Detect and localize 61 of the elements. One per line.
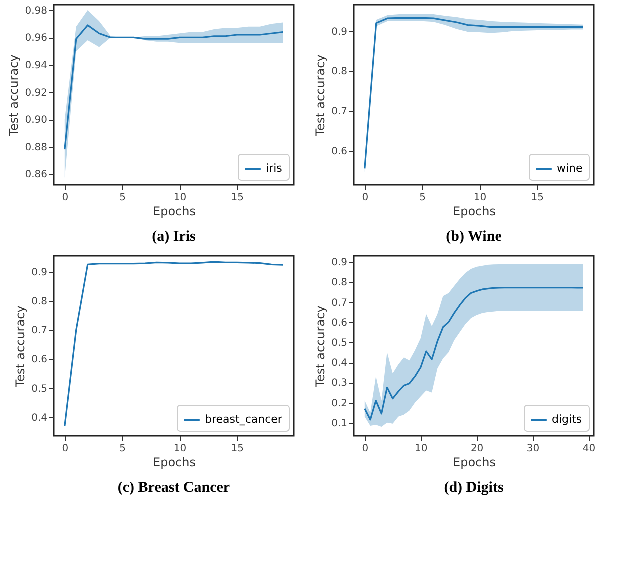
x-tick-label: 10	[174, 192, 187, 204]
x-axis-title: Epochs	[153, 456, 196, 470]
x-axis-title: Epochs	[453, 456, 496, 470]
y-tick-label: 0.6	[32, 354, 48, 366]
y-tick-label: 0.7	[332, 298, 348, 309]
y-tick-label: 0.96	[25, 33, 48, 44]
x-tick-label: 10	[174, 444, 187, 454]
y-tick-label: 0.5	[332, 338, 348, 349]
y-tick-label: 0.88	[25, 142, 48, 154]
y-tick-label: 0.8	[332, 66, 348, 78]
y-axis-title: Test accuracy	[314, 306, 328, 388]
x-tick-label: 0	[62, 444, 69, 454]
y-tick-label: 0.86	[25, 170, 48, 181]
y-axis-title: Test accuracy	[314, 54, 328, 138]
x-axis-title: Epochs	[153, 204, 196, 218]
y-tick-label: 0.92	[25, 88, 48, 99]
x-tick-label: 10	[474, 192, 487, 204]
legend-label: digits	[552, 413, 582, 426]
legend-label: wine	[557, 162, 584, 175]
line-series	[64, 261, 284, 427]
x-tick-label: 40	[582, 444, 596, 454]
x-tick-label: 0	[62, 192, 69, 204]
text: (d) Digits	[444, 480, 504, 496]
y-tick-label: 0.2	[332, 398, 348, 410]
y-tick-label: 0.4	[332, 358, 348, 370]
x-tick-label: 30	[526, 444, 540, 454]
x-tick-label: 0	[362, 192, 369, 204]
x-tick-label: 0	[362, 444, 369, 454]
x-tick-label: 5	[420, 192, 426, 204]
y-tick-label: 0.8	[32, 296, 48, 308]
x-tick-label: 15	[231, 192, 244, 204]
y-tick-label: 0.90	[25, 115, 48, 126]
y-tick-label: 0.5	[32, 384, 48, 395]
text: (b) Wine	[446, 229, 502, 245]
y-tick-label: 0.9	[32, 267, 48, 278]
x-tick-label: 20	[470, 444, 484, 454]
x-tick-label: 15	[231, 444, 244, 454]
y-axis-title: Test accuracy	[7, 54, 22, 138]
x-tick-label: 5	[120, 192, 126, 204]
y-tick-label: 0.9	[332, 26, 348, 38]
y-tick-label: 0.98	[25, 6, 48, 17]
y-tick-label: 0.7	[332, 106, 348, 118]
text: (a) Iris	[152, 229, 196, 245]
line-series	[64, 24, 284, 150]
y-tick-label: 0.7	[32, 326, 48, 337]
y-tick-label: 0.6	[332, 146, 348, 158]
x-axis-title: Epochs	[453, 204, 496, 218]
x-tick-label: 15	[531, 192, 544, 204]
y-tick-label: 0.6	[332, 318, 348, 329]
y-tick-label: 0.4	[32, 412, 48, 424]
y-tick-label: 0.94	[25, 60, 48, 72]
x-tick-label: 10	[414, 444, 428, 454]
legend-label: iris	[266, 162, 283, 175]
y-axis-title: Test accuracy	[14, 306, 28, 388]
y-tick-label: 0.8	[332, 278, 348, 289]
y-tick-label: 0.9	[332, 258, 348, 269]
text: (c) Breast Cancer	[118, 480, 230, 496]
legend-label: breast_cancer	[205, 413, 283, 426]
y-tick-label: 0.1	[332, 418, 348, 430]
x-tick-label: 5	[120, 444, 126, 454]
y-tick-label: 0.3	[332, 378, 348, 390]
